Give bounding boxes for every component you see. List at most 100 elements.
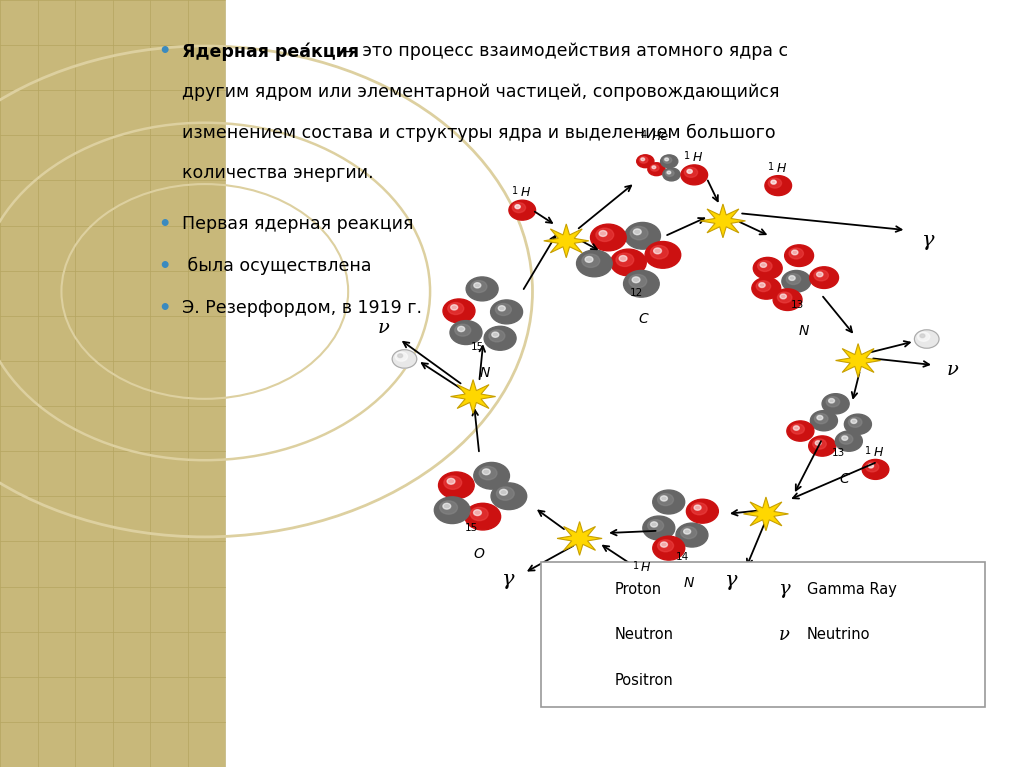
Text: 13: 13 (791, 300, 804, 310)
Circle shape (610, 249, 646, 276)
Circle shape (591, 224, 626, 251)
Circle shape (633, 577, 646, 587)
Circle shape (920, 334, 925, 337)
Circle shape (836, 431, 862, 451)
Text: γ: γ (725, 571, 737, 590)
Circle shape (648, 163, 665, 176)
Text: Proton: Proton (614, 582, 662, 597)
Circle shape (482, 469, 490, 475)
Circle shape (780, 294, 786, 299)
Circle shape (455, 324, 471, 336)
Circle shape (438, 472, 474, 499)
Circle shape (473, 510, 481, 515)
Circle shape (660, 495, 668, 501)
Circle shape (585, 256, 593, 262)
Circle shape (676, 523, 708, 547)
Circle shape (756, 281, 771, 291)
Circle shape (488, 330, 505, 342)
Circle shape (582, 254, 600, 268)
Text: 1: 1 (633, 561, 639, 571)
Text: Gamma Ray: Gamma Ray (807, 582, 897, 597)
Circle shape (813, 439, 826, 449)
Circle shape (666, 170, 674, 176)
Circle shape (759, 283, 765, 288)
Circle shape (754, 258, 782, 279)
Circle shape (840, 434, 853, 444)
Polygon shape (700, 204, 745, 238)
Circle shape (447, 302, 464, 314)
Text: N: N (684, 576, 694, 590)
Circle shape (458, 326, 465, 331)
Circle shape (450, 321, 482, 344)
Circle shape (760, 262, 767, 268)
Text: 1: 1 (684, 151, 690, 161)
Circle shape (768, 178, 781, 188)
Circle shape (681, 527, 696, 538)
Circle shape (791, 424, 805, 434)
Circle shape (564, 670, 593, 691)
Circle shape (842, 436, 848, 440)
Circle shape (786, 274, 801, 285)
Circle shape (826, 397, 840, 407)
Circle shape (771, 180, 776, 184)
Circle shape (570, 629, 577, 633)
Text: •: • (159, 257, 171, 276)
Circle shape (918, 332, 930, 341)
Text: 15: 15 (471, 342, 484, 352)
Circle shape (443, 299, 475, 323)
Circle shape (773, 289, 802, 311)
Circle shape (395, 352, 408, 361)
Circle shape (564, 624, 593, 646)
Text: Neutron: Neutron (614, 627, 674, 642)
Circle shape (466, 277, 498, 301)
Bar (0, 0, 225, 767)
Circle shape (809, 436, 836, 456)
Text: O: O (473, 547, 484, 561)
Circle shape (434, 497, 470, 524)
Text: другим ядром или элементарной частицей, сопровождающийся: другим ядром или элементарной частицей, … (182, 83, 779, 100)
Circle shape (814, 413, 828, 423)
Circle shape (652, 166, 655, 169)
Circle shape (657, 540, 674, 551)
Circle shape (447, 479, 455, 484)
Text: Neutrino: Neutrino (807, 627, 870, 642)
Circle shape (641, 158, 645, 161)
Text: γ: γ (778, 581, 790, 598)
Text: изменением состава и структуры ядра и выделением большого: изменением состава и структуры ядра и вы… (182, 123, 776, 142)
Text: — это процесс взаимодействия атомного ядра с: — это процесс взаимодействия атомного яд… (334, 42, 787, 60)
Circle shape (822, 393, 849, 414)
Polygon shape (836, 344, 881, 377)
Circle shape (653, 248, 662, 254)
Circle shape (663, 168, 680, 181)
Circle shape (828, 399, 835, 403)
Text: C: C (638, 312, 648, 326)
Circle shape (777, 292, 792, 303)
Circle shape (788, 275, 796, 281)
Text: H: H (520, 186, 529, 199)
Circle shape (786, 421, 814, 441)
Text: γ: γ (502, 570, 514, 588)
Circle shape (500, 489, 508, 495)
Circle shape (490, 300, 522, 324)
Circle shape (474, 463, 510, 489)
Circle shape (667, 171, 671, 174)
Polygon shape (743, 497, 788, 531)
Circle shape (392, 350, 417, 368)
Circle shape (616, 253, 634, 266)
Circle shape (686, 499, 719, 523)
Circle shape (758, 261, 772, 272)
Circle shape (652, 536, 685, 560)
Circle shape (694, 505, 701, 510)
Text: •: • (159, 42, 171, 61)
Circle shape (632, 277, 640, 283)
Text: H: H (641, 561, 650, 574)
Circle shape (443, 476, 462, 489)
Circle shape (471, 281, 487, 292)
Text: Э. Резерфордом, в 1919 г.: Э. Резерфордом, в 1919 г. (182, 299, 422, 317)
Circle shape (790, 248, 804, 259)
Circle shape (439, 501, 458, 514)
Circle shape (620, 255, 627, 262)
Circle shape (470, 507, 488, 521)
Circle shape (645, 242, 681, 268)
Circle shape (479, 466, 497, 480)
